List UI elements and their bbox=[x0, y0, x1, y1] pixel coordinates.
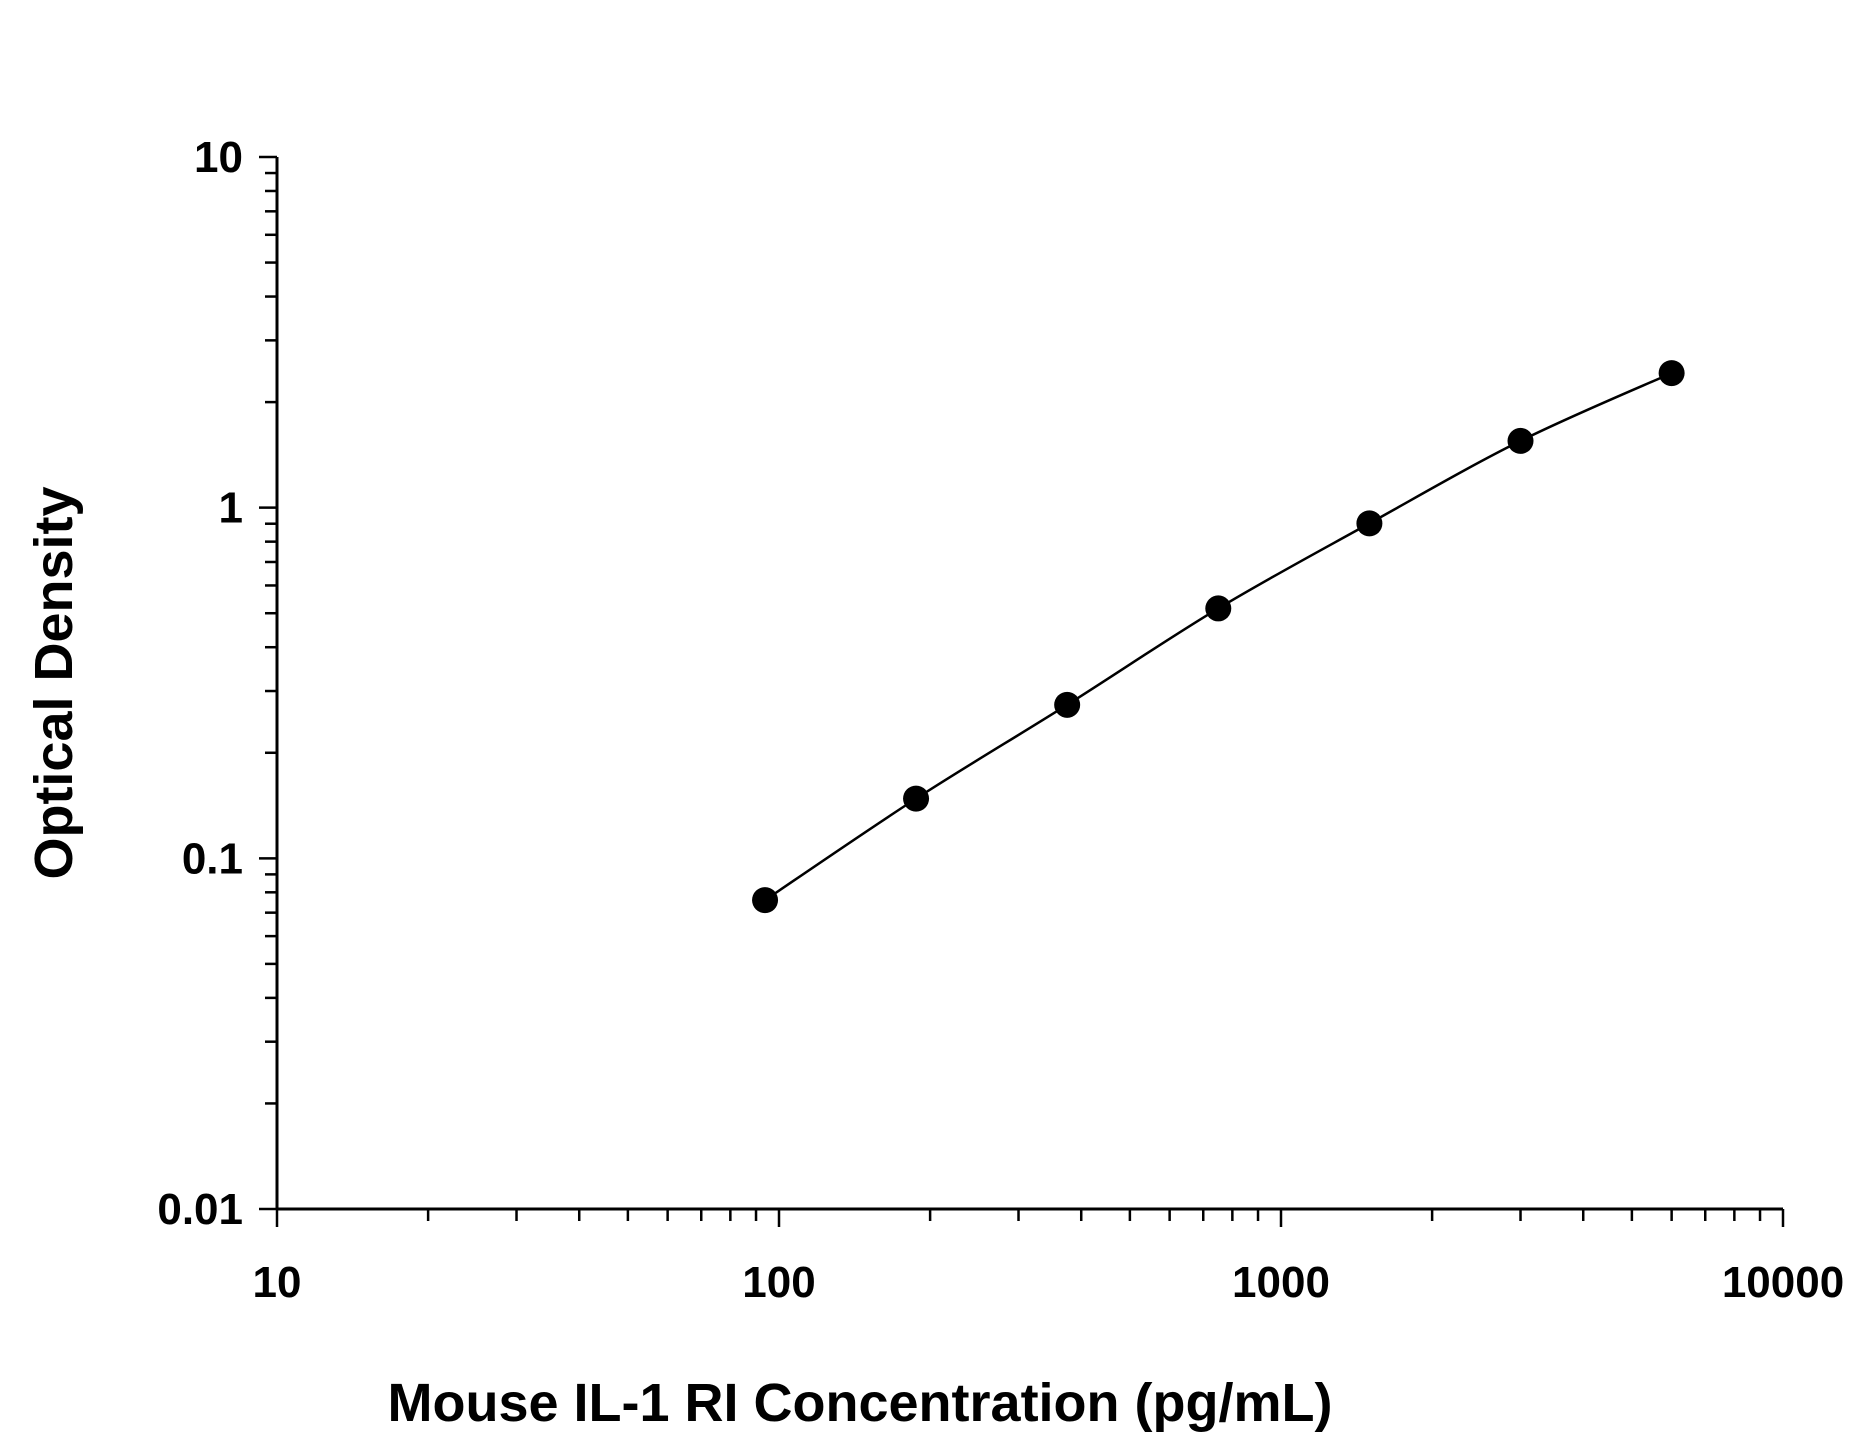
x-tick-label: 1000 bbox=[1232, 1258, 1330, 1307]
y-tick-label: 1 bbox=[219, 484, 243, 533]
data-point bbox=[752, 887, 779, 914]
fit-curve-line bbox=[764, 371, 1673, 902]
x-tick-label: 10000 bbox=[1722, 1258, 1844, 1307]
data-point bbox=[1507, 427, 1534, 454]
x-tick-label: 10 bbox=[253, 1258, 302, 1307]
y-tick-label: 0.1 bbox=[182, 834, 243, 883]
axes bbox=[275, 157, 1783, 1211]
x-axis-title: Mouse IL-1 RI Concentration (pg/mL) bbox=[388, 1373, 1333, 1433]
fit-curves bbox=[764, 371, 1673, 902]
data-point bbox=[903, 785, 930, 812]
data-point bbox=[1356, 510, 1383, 537]
y-axis-tick-labels: 0.01 0.1 1 10 bbox=[157, 133, 243, 1234]
y-tick-label: 0.01 bbox=[157, 1185, 243, 1234]
y-axis-title: Optical Density bbox=[24, 486, 84, 879]
x-tick-label: 100 bbox=[742, 1258, 815, 1307]
data-point bbox=[1658, 360, 1685, 387]
x-axis-tick-labels: 10 100 1000 10000 bbox=[253, 1258, 1845, 1307]
y-tick-label: 10 bbox=[194, 133, 243, 182]
data-points bbox=[752, 360, 1685, 914]
y-axis-ticks bbox=[259, 155, 277, 1211]
data-point bbox=[1054, 691, 1081, 718]
data-point bbox=[1205, 595, 1232, 622]
x-axis-ticks bbox=[275, 1209, 1785, 1227]
